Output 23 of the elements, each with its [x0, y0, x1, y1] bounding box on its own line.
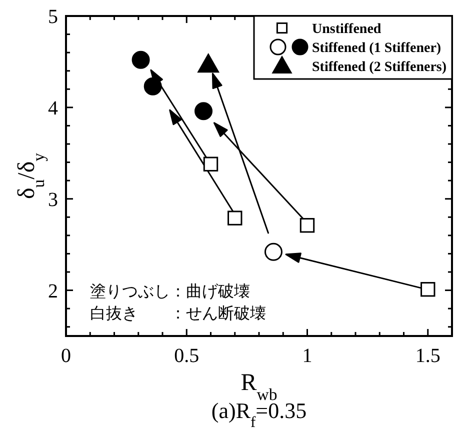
point [132, 50, 150, 69]
y-tick-label: 3 [48, 188, 58, 211]
x-tick-label: 1.5 [415, 345, 440, 367]
annotation: 塗りつぶし：曲げ破壊 [90, 281, 250, 300]
legend-label: Stiffened (2 Stiffeners) [312, 60, 447, 75]
x-axis-title: R$_{wb}$ [240, 370, 278, 404]
point [144, 77, 162, 96]
annotation: 白抜き ：せん断破壊 [90, 303, 266, 322]
point [300, 218, 315, 233]
point [198, 54, 219, 73]
y-tick-label: 2 [48, 280, 58, 302]
x-tick-label: 1 [302, 345, 312, 367]
point [420, 282, 436, 297]
legend-label: Unstiffened [312, 22, 382, 37]
x-tick-label: 0.5 [174, 345, 200, 367]
y-tick-label: 5 [48, 6, 58, 28]
legend-label: Stiffened (1 Stiffener) [312, 41, 442, 56]
point [194, 102, 213, 120]
point [203, 156, 218, 172]
point [228, 210, 242, 226]
x-tick-label: 0 [61, 345, 71, 367]
y-tick-label: 4 [48, 97, 58, 120]
point [264, 242, 282, 261]
